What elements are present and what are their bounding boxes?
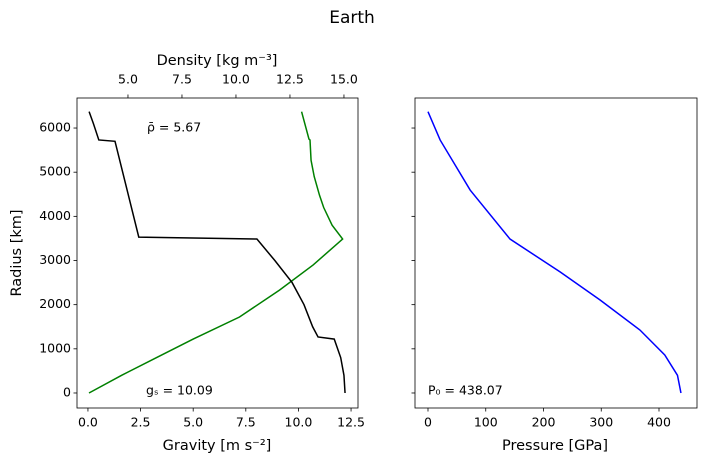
x2-tick-label: 10.0 xyxy=(222,72,250,87)
line-series xyxy=(427,111,682,394)
y-axis-label: Radius [km] xyxy=(9,209,25,296)
x-tick-label: 0 xyxy=(424,415,432,430)
y-tick-label: 1000 xyxy=(39,340,71,355)
x-tick-label: 7.5 xyxy=(236,415,256,430)
annotation: ρ̄ = 5.67 xyxy=(147,120,201,135)
y-tick-label: 6000 xyxy=(39,120,71,135)
y-tick-label: 3000 xyxy=(39,252,71,267)
x-tick-label: 5.0 xyxy=(183,415,203,430)
x2-axis-label: Density [kg m⁻³] xyxy=(157,53,278,69)
x-tick-label: 0.0 xyxy=(78,415,98,430)
annotation: P₀ = 438.07 xyxy=(428,383,503,398)
x2-tick-label: 5.0 xyxy=(118,72,138,87)
line-series xyxy=(88,111,346,394)
x2-tick-label: 15.0 xyxy=(330,72,358,87)
x2-tick-label: 12.5 xyxy=(276,72,304,87)
x-tick-label: 300 xyxy=(589,415,613,430)
figure-title: Earth xyxy=(329,8,375,28)
x-tick-label: 200 xyxy=(532,415,556,430)
x-tick-label: 400 xyxy=(647,415,671,430)
x2-tick-label: 7.5 xyxy=(172,72,192,87)
y-tick-label: 2000 xyxy=(39,296,71,311)
x-axis-label: Gravity [m s⁻²] xyxy=(163,438,272,454)
annotation: gₛ = 10.09 xyxy=(146,383,213,398)
axes-frame xyxy=(414,97,698,409)
x-axis-label: Pressure [GPa] xyxy=(502,438,608,454)
x-tick-label: 2.5 xyxy=(131,415,151,430)
y-tick-label: 5000 xyxy=(39,164,71,179)
axes-frame xyxy=(76,97,359,409)
x-tick-label: 12.5 xyxy=(337,415,365,430)
y-tick-label: 4000 xyxy=(39,208,71,223)
y-tick-label: 0 xyxy=(63,384,71,399)
line-series xyxy=(88,111,344,394)
x-tick-label: 10.0 xyxy=(285,415,313,430)
x-tick-label: 100 xyxy=(474,415,498,430)
